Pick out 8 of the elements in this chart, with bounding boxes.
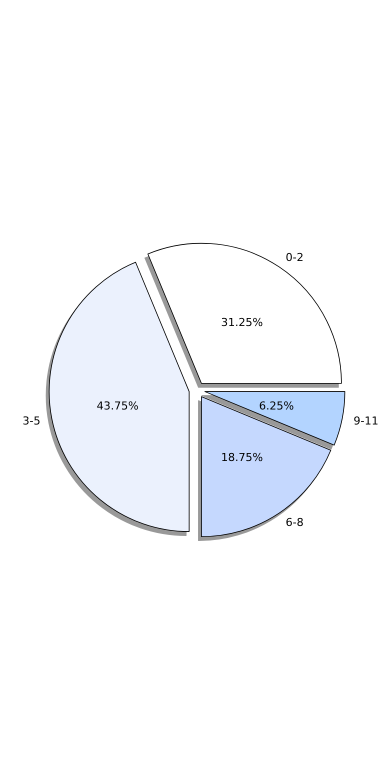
data-label: 43.75%: [96, 399, 139, 412]
slice-label: 6-8: [286, 516, 304, 530]
slice-label: 3-5: [22, 414, 40, 428]
slice-label: 0-2: [286, 250, 304, 264]
data-label: 31.25%: [221, 316, 263, 330]
slice-label: 9-11: [354, 414, 378, 428]
data-label: 18.75%: [221, 450, 263, 464]
data-label: 6.25%: [258, 399, 294, 412]
